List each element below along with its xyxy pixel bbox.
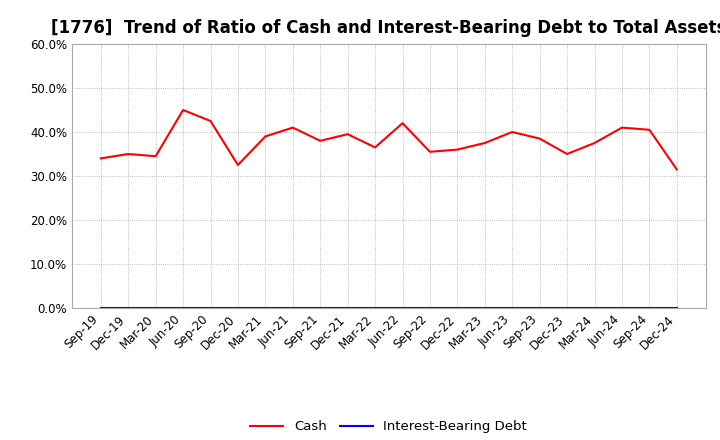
Interest-Bearing Debt (96, 305, 105, 311)
Cash (289, 125, 297, 130)
Interest-Bearing Debt (343, 305, 352, 311)
Interest-Bearing Debt (480, 305, 489, 311)
Cash (590, 140, 599, 146)
Cash (179, 107, 187, 113)
Cash (96, 156, 105, 161)
Cash (261, 134, 270, 139)
Interest-Bearing Debt (426, 305, 434, 311)
Interest-Bearing Debt (179, 305, 187, 311)
Interest-Bearing Debt (645, 305, 654, 311)
Interest-Bearing Debt (316, 305, 325, 311)
Title: [1776]  Trend of Ratio of Cash and Interest-Bearing Debt to Total Assets: [1776] Trend of Ratio of Cash and Intere… (51, 19, 720, 37)
Interest-Bearing Debt (124, 305, 132, 311)
Cash (426, 149, 434, 154)
Legend: Cash, Interest-Bearing Debt: Cash, Interest-Bearing Debt (245, 415, 533, 439)
Cash (151, 154, 160, 159)
Cash (206, 118, 215, 124)
Interest-Bearing Debt (398, 305, 407, 311)
Cash (536, 136, 544, 141)
Cash (645, 127, 654, 132)
Line: Cash: Cash (101, 110, 677, 169)
Interest-Bearing Debt (590, 305, 599, 311)
Cash (508, 129, 516, 135)
Cash (124, 151, 132, 157)
Cash (371, 145, 379, 150)
Interest-Bearing Debt (151, 305, 160, 311)
Interest-Bearing Debt (563, 305, 572, 311)
Cash (672, 167, 681, 172)
Cash (480, 140, 489, 146)
Interest-Bearing Debt (672, 305, 681, 311)
Cash (563, 151, 572, 157)
Cash (316, 138, 325, 143)
Interest-Bearing Debt (371, 305, 379, 311)
Cash (618, 125, 626, 130)
Interest-Bearing Debt (289, 305, 297, 311)
Cash (343, 132, 352, 137)
Interest-Bearing Debt (618, 305, 626, 311)
Interest-Bearing Debt (536, 305, 544, 311)
Cash (453, 147, 462, 152)
Interest-Bearing Debt (453, 305, 462, 311)
Cash (398, 121, 407, 126)
Interest-Bearing Debt (261, 305, 270, 311)
Interest-Bearing Debt (206, 305, 215, 311)
Cash (233, 162, 242, 168)
Interest-Bearing Debt (508, 305, 516, 311)
Interest-Bearing Debt (233, 305, 242, 311)
